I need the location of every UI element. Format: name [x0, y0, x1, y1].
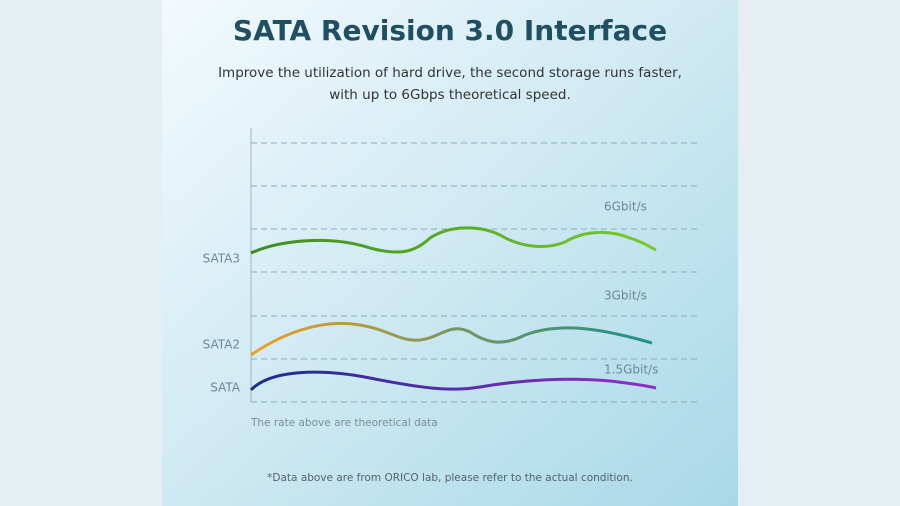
- title: SATA Revision 3.0 Interface: [233, 14, 667, 47]
- wave-sata2: [250, 321, 653, 357]
- subtitle-line: Improve the utilization of hard drive, t…: [218, 65, 682, 81]
- speed-label: 6Gbit/s: [604, 200, 647, 214]
- line-label: SATA2: [203, 338, 240, 352]
- subtitle-line: with up to 6Gbps theoretical speed.: [329, 87, 571, 103]
- panel: [162, 0, 738, 506]
- note: The rate above are theoretical data: [250, 417, 438, 429]
- line-label: SATA: [210, 381, 241, 395]
- line-label: SATA3: [203, 252, 240, 266]
- speed-label: 1.5Gbit/s: [604, 363, 658, 377]
- grid: [250, 128, 700, 403]
- wave-sata: [249, 370, 657, 392]
- speed-label: 3Gbit/s: [604, 289, 647, 303]
- footnote: *Data above are from ORICO lab, please r…: [267, 472, 633, 484]
- wave-sata3: [250, 226, 657, 255]
